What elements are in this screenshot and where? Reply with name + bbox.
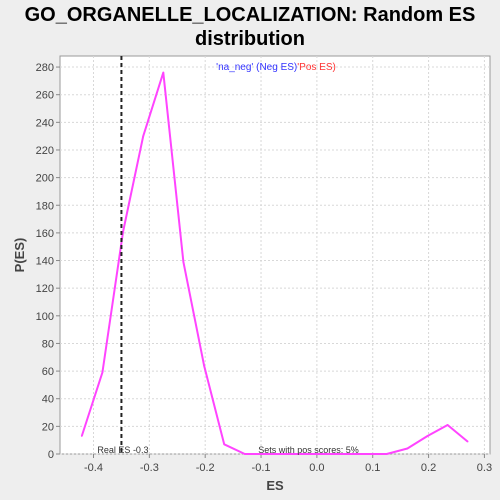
- y-tick-label: 120: [36, 283, 54, 295]
- x-tick-label: -0.4: [84, 462, 103, 474]
- es-data-point: [264, 453, 266, 455]
- es-data-point: [446, 424, 449, 426]
- y-tick-label: 240: [36, 117, 54, 129]
- x-tick-label: -0.1: [252, 462, 271, 474]
- es-data-point: [244, 453, 246, 455]
- real-es-label: Real ES -0.3: [97, 445, 148, 455]
- es-data-point: [122, 230, 124, 233]
- legend: 'na_neg' (Neg ES)'Pos ES): [216, 62, 336, 73]
- plot-area: [59, 55, 491, 455]
- y-tick-label: 40: [42, 394, 54, 406]
- es-data-point: [203, 364, 205, 367]
- x-tick-label: 0.2: [421, 462, 436, 474]
- y-tick-label: 80: [42, 338, 54, 350]
- y-tick-label: 160: [36, 228, 54, 240]
- es-data-point: [406, 447, 409, 450]
- y-tick-label: 0: [48, 449, 54, 461]
- x-tick-label: -0.2: [196, 462, 215, 474]
- y-tick-label: 260: [36, 90, 54, 102]
- y-tick-label: 140: [36, 256, 54, 268]
- x-tick-label: 0.1: [365, 462, 380, 474]
- es-data-point: [466, 440, 469, 443]
- y-tick-label: 200: [36, 173, 54, 185]
- axis-ticks: 0 20 40 60 80 100 120 140 160 180 200 220 240 260 280 -…: [36, 62, 492, 474]
- y-tick-label: 20: [42, 421, 54, 433]
- legend-pos-es: 'Pos ES): [297, 62, 336, 73]
- es-data-point: [142, 135, 145, 137]
- es-data-point: [101, 371, 104, 374]
- es-data-point: [365, 453, 368, 455]
- y-tick-label: 60: [42, 366, 54, 378]
- es-data-point: [304, 453, 307, 455]
- y-tick-label: 280: [36, 62, 54, 74]
- es-data-point: [325, 453, 327, 455]
- es-distribution-line: [80, 71, 469, 455]
- x-tick-label: 0.3: [477, 462, 492, 474]
- x-axis-title: ES: [266, 478, 284, 493]
- es-data-point: [223, 443, 225, 446]
- es-data-point: [284, 453, 286, 455]
- y-tick-label: 100: [36, 311, 54, 323]
- y-axis-title: P(ES): [12, 238, 27, 273]
- es-data-point: [80, 435, 83, 437]
- es-data-point: [345, 453, 347, 455]
- y-tick-label: 220: [36, 145, 54, 157]
- chart-title-line2: distribution: [195, 28, 305, 50]
- es-data-point: [385, 453, 388, 455]
- x-tick-label: -0.3: [140, 462, 159, 474]
- y-tick-label: 180: [36, 200, 54, 212]
- chart-title-line1: GO_ORGANELLE_LOCALIZATION: Random ES: [24, 4, 476, 26]
- sets-with-pos-scores-label: Sets with pos scores: 5%: [258, 445, 359, 455]
- es-data-point: [162, 71, 165, 74]
- es-data-point: [182, 261, 185, 263]
- es-data-point: [426, 435, 429, 437]
- series-layer: [80, 71, 469, 455]
- legend-neg-es: 'na_neg' (Neg ES): [216, 62, 297, 73]
- x-tick-label: 0.0: [309, 462, 324, 474]
